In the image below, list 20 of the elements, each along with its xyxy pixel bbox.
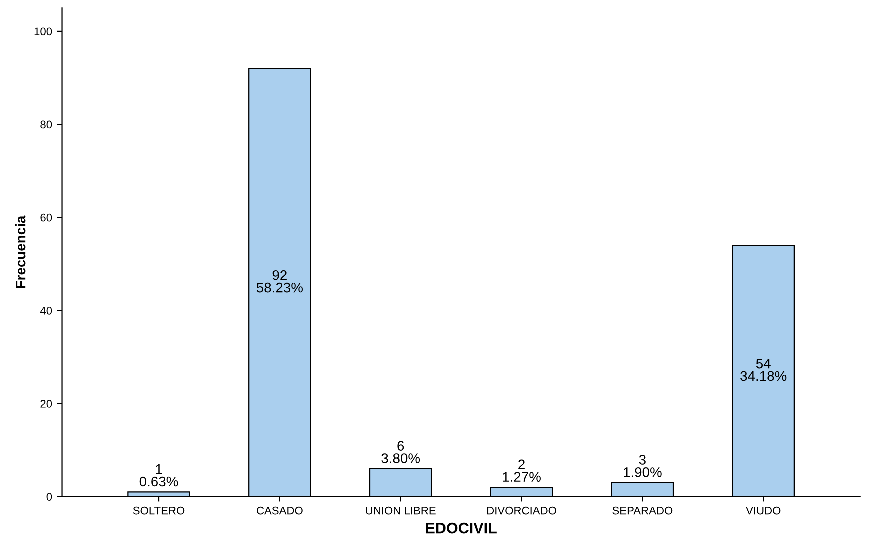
data-label: 92 58.23% bbox=[256, 270, 303, 293]
y-tick-label: 40 bbox=[40, 306, 52, 315]
x-tick-label: VIUDO bbox=[746, 506, 781, 515]
data-label: 3 1.90% bbox=[624, 455, 662, 478]
data-label: 54 34.18% bbox=[740, 359, 787, 382]
y-tick-label: 0 bbox=[46, 493, 52, 501]
data-label: 6 3.80% bbox=[382, 441, 420, 464]
y-axis-title: Frecuencia bbox=[16, 216, 26, 288]
x-tick-label: SOLTERO bbox=[133, 506, 185, 515]
x-axis-title: EDOCIVIL bbox=[426, 522, 497, 534]
y-tick-label: 60 bbox=[40, 214, 52, 222]
x-tick-label: DIVORCIADO bbox=[487, 506, 556, 515]
y-tick-label: 100 bbox=[34, 28, 52, 36]
y-tick-label: 80 bbox=[40, 120, 52, 129]
x-tick-label: UNION LIBRE bbox=[366, 506, 436, 515]
y-tick-label: 20 bbox=[40, 400, 52, 408]
x-tick-label: CASADO bbox=[257, 506, 303, 515]
data-label: 2 1.27% bbox=[503, 460, 541, 482]
data-label: 1 0.63% bbox=[140, 464, 178, 487]
x-tick-label: SEPARADO bbox=[612, 506, 673, 515]
